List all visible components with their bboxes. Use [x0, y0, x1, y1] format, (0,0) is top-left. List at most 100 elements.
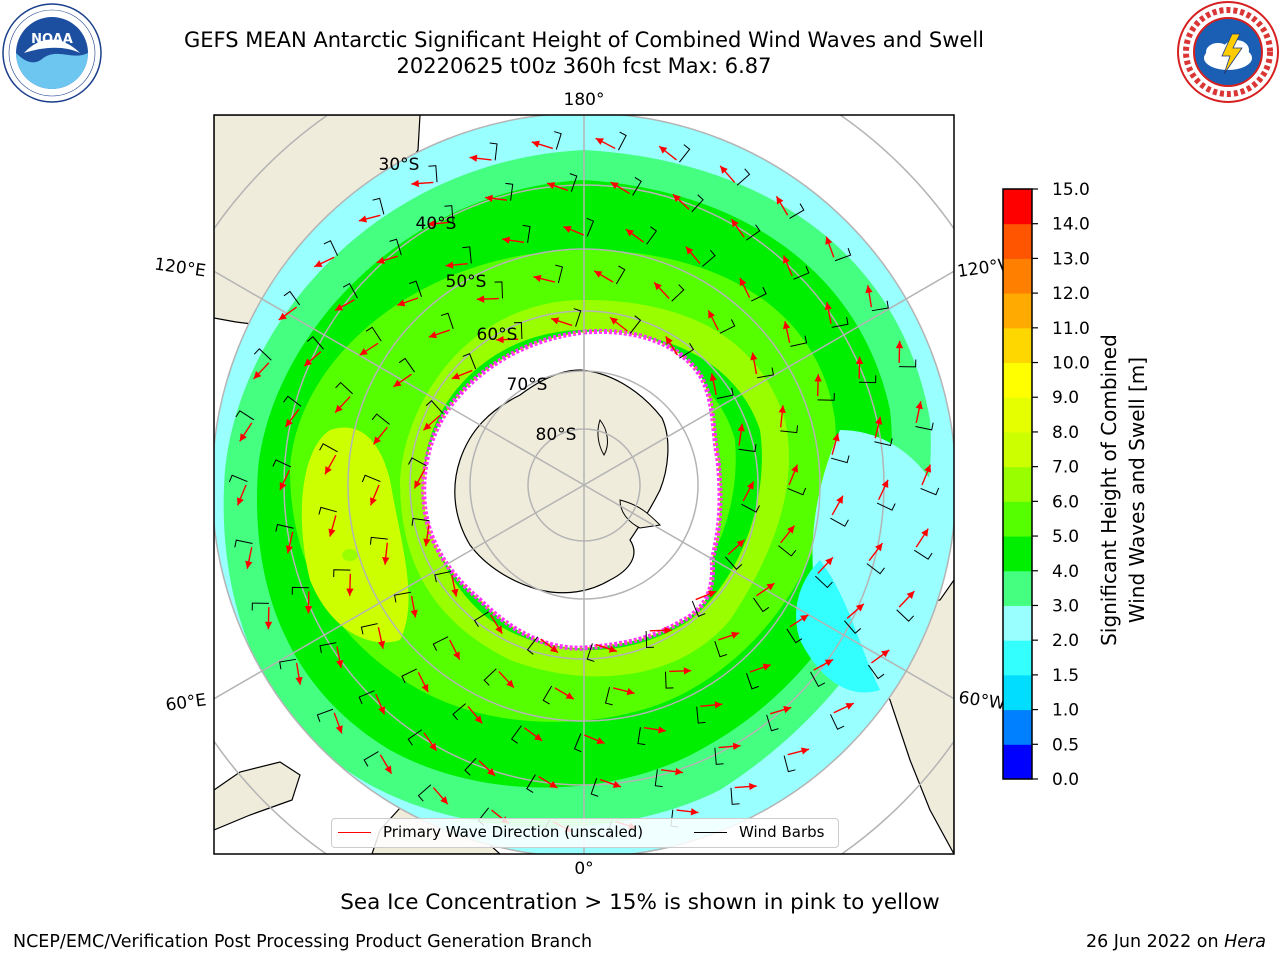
wind-barb — [408, 457, 427, 467]
colorbar-tick-label: 5.0 — [1052, 527, 1079, 547]
wind-barb — [510, 725, 522, 744]
wave-direction-arrowhead — [410, 609, 418, 618]
wave-direction-arrowhead — [423, 422, 432, 431]
wind-barb — [830, 517, 849, 527]
wind-barb — [526, 774, 536, 793]
wave-direction-arrowhead — [732, 742, 741, 750]
wind-barb — [787, 487, 807, 496]
map-legend: Primary Wave Direction (unscaled) Wind B… — [331, 818, 839, 848]
legend-swatch-black — [694, 831, 727, 833]
colorbar-segment — [1003, 189, 1032, 225]
wind-barb — [671, 284, 685, 302]
wind-barb — [714, 747, 724, 765]
colorbar-tick-label: 1.5 — [1052, 666, 1079, 686]
wave-direction-arrowhead — [534, 733, 543, 741]
wind-barb — [462, 246, 472, 264]
colorbar-tick-label: 12.0 — [1052, 284, 1090, 304]
legend-label-wave-direction: Primary Wave Direction (unscaled) — [383, 823, 644, 841]
wave-direction-arrowhead — [714, 701, 723, 709]
lat-label-80s: 80°S — [536, 425, 577, 445]
wave-direction-arrowhead — [626, 687, 635, 696]
wave-direction-arrowhead — [496, 335, 504, 344]
lat-label-40s: 40°S — [416, 214, 457, 234]
wave-direction-arrowhead — [533, 274, 542, 283]
chart-title: GEFS MEAN Antarctic Significant Height o… — [183, 28, 985, 52]
wave-direction-arrowhead — [376, 256, 385, 264]
colorbar: 0.0 0.5 1.0 1.5 2.0 3.0 4.0 5.0 6.0 7.0 8.0 9.0 10.0… — [1002, 180, 1090, 790]
wave-direction-arrowhead — [881, 479, 889, 489]
colorbar-segment — [1003, 501, 1032, 537]
colorbar-label-line1: Significant Height of Combined — [1097, 334, 1121, 646]
wind-barb — [342, 282, 358, 299]
footer-date-text: 26 Jun 2022 on — [1085, 932, 1225, 952]
lat-label-70s: 70°S — [507, 375, 548, 395]
wave-direction-arrowhead — [245, 560, 253, 569]
colorbar-segment — [1003, 327, 1032, 364]
wave-direction-arrowhead — [358, 215, 368, 223]
wave-direction-arrowhead — [495, 625, 503, 634]
wave-direction-arrowhead — [551, 317, 560, 325]
wind-barb — [843, 620, 862, 634]
wind-barb — [432, 636, 449, 651]
wind-barb — [573, 733, 582, 753]
colorbar-segment — [1003, 570, 1032, 606]
lat-label-30s: 30°S — [379, 155, 420, 175]
wind-barb — [360, 623, 378, 635]
wave-direction-arrowhead — [881, 650, 890, 658]
wind-barb — [778, 545, 797, 557]
wave-direction-arrowhead — [377, 640, 386, 649]
wave-direction-arrowhead — [474, 715, 483, 724]
colorbar-segment — [1003, 293, 1032, 329]
wave-direction-arrowhead — [393, 379, 402, 387]
wave-direction-arrowhead — [531, 140, 540, 148]
wave-direction-arrowhead — [665, 336, 673, 345]
wind-barb — [716, 387, 734, 399]
wave-direction-arrowhead — [610, 182, 619, 190]
lon-label-0: 0° — [574, 859, 593, 879]
wind-barb — [361, 474, 381, 483]
lon-label-60e: 60°E — [164, 690, 207, 715]
colorbar-segment — [1003, 362, 1032, 398]
lat-label-60s: 60°S — [477, 325, 518, 345]
wave-direction-arrowhead — [237, 497, 244, 506]
wind-barb — [604, 686, 613, 706]
wind-barb — [369, 536, 388, 545]
lon-label-60w: 60°W — [957, 688, 1006, 714]
wave-direction-arrowhead — [384, 765, 392, 774]
colorbar-segment — [1003, 709, 1032, 745]
wave-direction-arrowhead — [563, 226, 572, 233]
wind-barb — [831, 316, 849, 328]
footer-credit: NCEP/EMC/Verification Post Processing Pr… — [13, 932, 593, 952]
wave-direction-arrowhead — [824, 659, 834, 667]
wave-direction-arrowhead — [596, 737, 605, 744]
wind-barb — [664, 671, 674, 689]
wave-direction-arrowhead — [800, 614, 809, 622]
wind-barb — [428, 165, 438, 183]
colorbar-segment — [1003, 744, 1032, 780]
colorbar-tick-label: 8.0 — [1052, 423, 1079, 443]
wave-direction-arrowhead — [875, 543, 883, 552]
colorbar-tick-label: 3.0 — [1052, 596, 1079, 616]
wind-barb — [407, 729, 423, 746]
map-panel — [214, 115, 954, 854]
wave-direction-arrowhead — [875, 416, 883, 425]
colorbar-label: Significant Height of Combined Wind Wave… — [1097, 334, 1149, 646]
wind-barb — [319, 443, 338, 453]
wave-direction-arrowhead — [675, 767, 683, 776]
wave-direction-arrowhead — [766, 583, 775, 591]
wind-barb — [736, 168, 751, 186]
wave-direction-arrowhead — [397, 299, 406, 307]
wave-direction-arrowhead — [453, 651, 460, 660]
wave-direction-arrowhead — [335, 725, 343, 734]
wave-direction-arrowhead — [746, 481, 754, 490]
wave-direction-arrowhead — [783, 255, 790, 264]
wind-barb — [790, 335, 808, 347]
wave-direction-arrowhead — [658, 726, 666, 734]
sea-ice-footnote: Sea Ice Concentration > 15% is shown in … — [340, 890, 940, 915]
wave-direction-arrowhead — [814, 374, 822, 382]
wind-barb — [691, 194, 704, 213]
wind-barb — [464, 757, 477, 776]
wind-barb — [745, 224, 761, 241]
wave-direction-arrowhead — [737, 423, 745, 432]
colorbar-tick-label: 7.0 — [1052, 458, 1079, 478]
